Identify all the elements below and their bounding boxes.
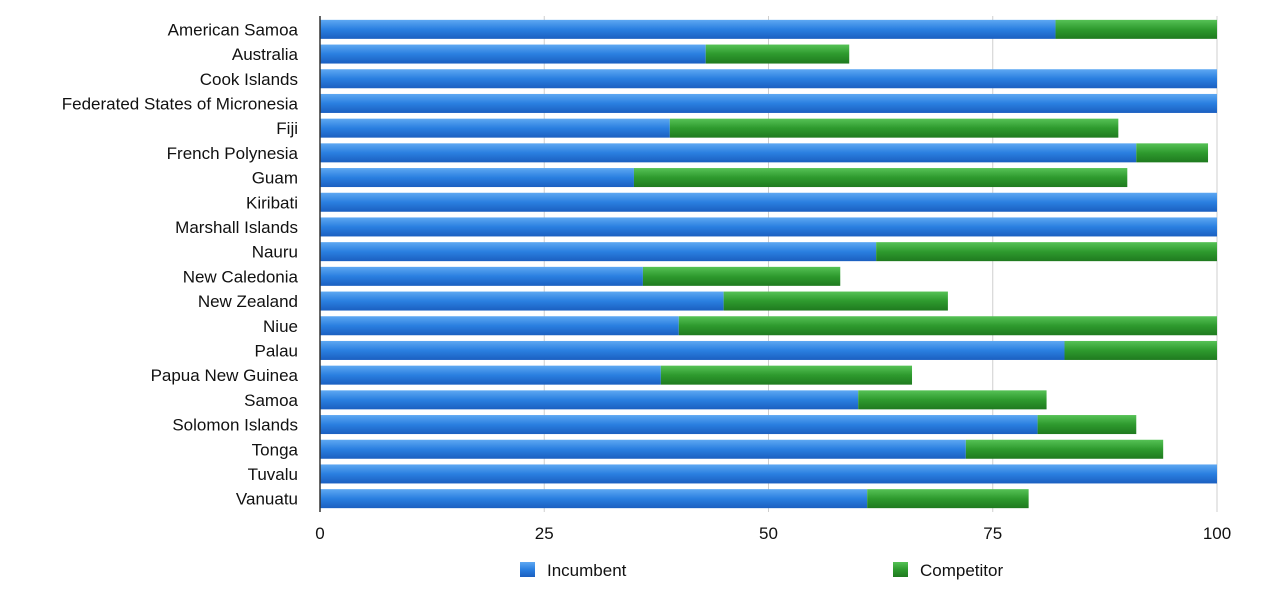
bar-incumbent-solomon-islands [320,415,1038,435]
bar-incumbent-guam [320,168,634,188]
category-label: Marshall Islands [175,218,298,237]
category-label: Australia [232,45,299,64]
category-label: Samoa [244,391,298,410]
grid-lines [543,16,1218,512]
bar-incumbent-cook-islands [320,69,1217,89]
legend: Incumbent Competitor [520,561,1003,580]
bar-incumbent-samoa [320,390,859,410]
category-label: Vanuatu [236,490,298,509]
x-tick-label: 75 [983,524,1002,543]
category-label: Federated States of Micronesia [62,94,299,113]
category-label: Niue [263,317,298,336]
legend-swatch [520,562,535,577]
bar-incumbent-tonga [320,439,966,459]
x-tick-label: 100 [1203,524,1231,543]
category-label: Tuvalu [248,465,298,484]
bar-incumbent-australia [320,44,706,64]
category-label: New Zealand [198,292,298,311]
category-label: American Samoa [168,20,299,39]
bars [320,19,1217,509]
x-tick-labels: 0 25 50 75 100 [315,524,1231,543]
bar-incumbent-new-caledonia [320,266,643,286]
category-label: French Polynesia [167,144,299,163]
bar-incumbent-fiji [320,118,670,138]
bar-incumbent-french-polynesia [320,143,1137,163]
bar-competitor-french-polynesia [1136,143,1209,163]
category-labels: American Samoa Australia Cook Islands Feder… [62,20,299,508]
legend-swatch [893,562,908,577]
bar-incumbent-federated-states-of-micronesia [320,93,1217,113]
legend-label: Competitor [920,561,1003,580]
bar-incumbent-new-zealand [320,291,724,311]
category-label: Tonga [252,440,299,459]
bar-incumbent-niue [320,316,679,336]
bar-competitor-american-samoa [1055,19,1217,39]
category-label: Kiribati [246,193,298,212]
category-label: Fiji [276,119,298,138]
bar-competitor-vanuatu [867,489,1029,509]
bar-competitor-nauru [876,242,1217,262]
bar-competitor-solomon-islands [1037,415,1137,435]
bar-competitor-fiji [669,118,1119,138]
category-label: New Caledonia [183,267,299,286]
bar-competitor-papua-new-guinea [660,365,913,385]
bar-incumbent-american-samoa [320,19,1056,39]
category-label: Guam [252,169,298,188]
category-label: Nauru [252,243,298,262]
bar-incumbent-tuvalu [320,464,1217,484]
bar-incumbent-kiribati [320,192,1217,212]
bar-competitor-australia [705,44,850,64]
category-label: Palau [255,341,298,360]
bar-competitor-samoa [858,390,1047,410]
category-label: Solomon Islands [172,416,298,435]
bar-competitor-tonga [965,439,1164,459]
bar-competitor-guam [633,168,1128,188]
x-tick-label: 50 [759,524,778,543]
bar-competitor-new-zealand [723,291,948,311]
bar-competitor-niue [678,316,1217,336]
bar-competitor-palau [1064,340,1217,360]
legend-label: Incumbent [547,561,627,580]
legend-item-incumbent: Incumbent [520,561,627,580]
bar-incumbent-vanuatu [320,489,868,509]
bar-incumbent-papua-new-guinea [320,365,661,385]
bar-incumbent-marshall-islands [320,217,1217,237]
bar-incumbent-palau [320,340,1065,360]
bar-competitor-new-caledonia [642,266,841,286]
category-label: Cook Islands [200,70,298,89]
category-label: Papua New Guinea [151,366,299,385]
legend-item-competitor: Competitor [893,561,1003,580]
x-tick-label: 25 [535,524,554,543]
x-tick-label: 0 [315,524,324,543]
bar-incumbent-nauru [320,242,877,262]
